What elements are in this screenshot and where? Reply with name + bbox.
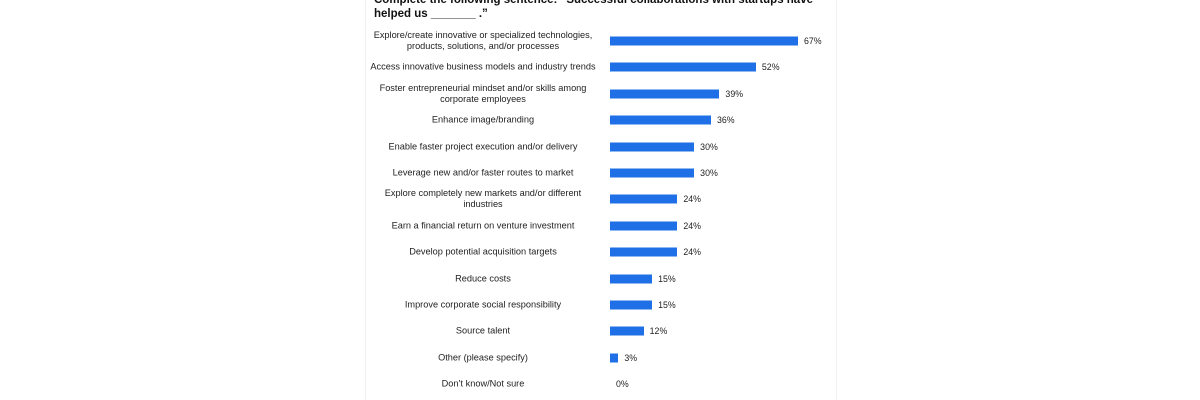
bar [610,221,678,231]
bar [610,274,653,284]
category-label: Access innovative business models and in… [370,61,596,72]
bar [610,353,619,363]
value-label: 24% [683,194,701,205]
bar [610,62,756,72]
category-label: Other (please specify) [438,352,528,363]
category-label: Don’t know/Not sure [441,378,525,389]
value-label: 39% [725,88,744,99]
category-label: Explore/create innovative or specialized… [373,30,593,51]
value-label: 3% [624,352,638,363]
value-label: 0% [616,379,629,390]
value-label: 15% [658,273,676,284]
value-label: 36% [717,115,735,126]
value-label: 52% [761,62,780,73]
value-label: 24% [683,247,701,258]
category-label: Enable faster project execution and/or d… [388,141,578,152]
category-label: Reduce costs [455,273,511,284]
value-label: 24% [683,220,701,231]
bar [610,168,695,178]
chart-panel [366,0,836,400]
category-label: Improve corporate social responsibility [404,299,562,310]
category-label: Enhance image/branding [431,114,535,125]
bar [610,142,695,152]
category-label: Develop potential acquisition targets [409,246,557,257]
bar [610,300,653,310]
bar [610,247,678,257]
category-label: Source talent [455,325,511,336]
category-label: Foster entrepreneurial mindset and/or sk… [379,82,587,104]
value-label: 67% [804,36,822,46]
chart-title: Complete the following sentence: “Succes… [374,0,813,20]
bar [610,89,720,99]
bar [610,115,711,125]
bar [610,194,678,204]
category-label: Explore completely new markets and/or di… [384,188,582,210]
value-label: 30% [700,168,718,178]
value-label: 30% [700,141,718,152]
category-label: Earn a financial return on venture inves… [391,220,575,231]
bar [610,36,798,46]
value-label: 12% [649,326,668,337]
category-label: Leverage new and/or faster routes to mar… [392,167,574,178]
value-label: 15% [658,300,676,310]
bar [610,326,644,336]
